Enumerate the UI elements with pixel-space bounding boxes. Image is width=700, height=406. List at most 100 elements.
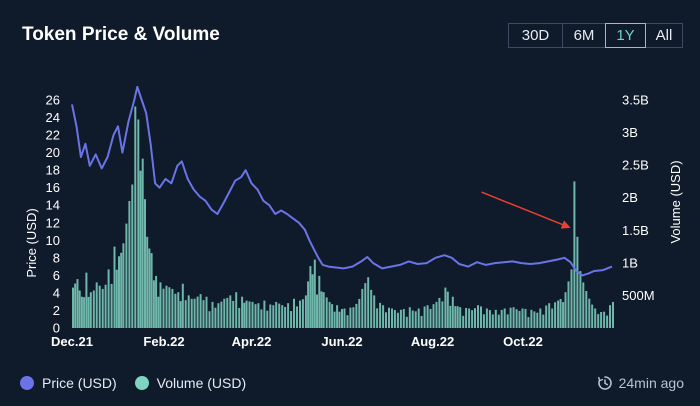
volume-bar [157, 296, 160, 328]
right-tick-label: 1B [622, 255, 638, 270]
volume-bar [266, 310, 269, 328]
volume-bar [444, 287, 447, 328]
last-updated: 24min ago [597, 375, 684, 391]
volume-bar [245, 300, 248, 328]
x-axis-ticks: Dec.21 Feb.22 Apr.22 Jun.22 Aug.22 Oct.22 [51, 334, 543, 349]
volume-bar [87, 296, 90, 328]
volume-bar [591, 304, 594, 328]
volume-bar [141, 158, 144, 328]
volume-bar [290, 311, 293, 328]
left-tick-label: 6 [53, 268, 60, 283]
volume-bar [139, 170, 142, 328]
volume-bar [260, 309, 263, 328]
volume-bar [85, 272, 88, 328]
x-tick-label: Feb.22 [143, 334, 184, 349]
volume-bar [402, 309, 405, 328]
volume-bar [606, 315, 609, 328]
volume-bar [542, 314, 545, 328]
volume-series [72, 106, 614, 328]
right-axis-ticks: 500M 1B 1.5B 2B 2.5B 3B 3.5B [622, 93, 655, 303]
volume-bar [432, 304, 435, 328]
left-tick-label: 24 [46, 110, 60, 125]
volume-bar [358, 298, 361, 328]
volume-bar [214, 307, 217, 328]
volume-bar [573, 181, 576, 328]
volume-bar [278, 303, 281, 328]
volume-bar [322, 292, 325, 328]
volume-bar [414, 311, 417, 328]
volume-bar [318, 275, 321, 328]
volume-bar [468, 308, 471, 328]
volume-bar [503, 308, 506, 328]
volume-bar [98, 285, 101, 328]
volume-bar [588, 298, 591, 328]
volume-bar [567, 281, 570, 328]
volume-bar [134, 106, 137, 328]
volume-bar [275, 301, 278, 328]
legend-dot-volume [134, 376, 149, 390]
volume-bar [521, 308, 524, 328]
volume-bar [562, 302, 565, 328]
volume-bar [144, 199, 146, 328]
volume-bar [388, 307, 390, 328]
volume-bar [83, 297, 86, 328]
volume-bar [612, 301, 614, 328]
left-tick-label: 16 [46, 180, 60, 195]
chart-legend: Price (USD) Volume (USD) [20, 375, 264, 391]
left-tick-label: 2 [53, 303, 60, 318]
volume-bar [110, 283, 113, 328]
legend-label-price: Price (USD) [42, 375, 117, 391]
volume-bar [471, 310, 474, 328]
volume-bar [184, 300, 187, 328]
volume-bar [370, 289, 373, 328]
left-tick-label: 8 [53, 250, 60, 265]
volume-bar [393, 310, 396, 328]
volume-bar [284, 306, 287, 328]
volume-bar [179, 301, 182, 328]
volume-bar [497, 314, 500, 328]
volume-bar [269, 304, 272, 328]
time-range-selector: 30D 6M 1Y All [508, 23, 683, 48]
volume-bar [187, 295, 190, 328]
volume-bar [241, 296, 244, 328]
range-button-all[interactable]: All [645, 23, 683, 48]
volume-bar [480, 306, 482, 328]
volume-bar [446, 291, 449, 328]
x-tick-label: Dec.21 [51, 334, 93, 349]
volume-bar [131, 184, 134, 328]
volume-bar [211, 301, 214, 328]
volume-bar [554, 302, 557, 328]
legend-item-volume[interactable]: Volume (USD) [134, 375, 246, 391]
volume-bar [162, 288, 165, 328]
volume-bar [364, 283, 367, 328]
volume-bar [545, 305, 548, 328]
volume-bar [199, 294, 202, 328]
right-tick-label: 3B [622, 125, 638, 140]
refresh-clock-icon [597, 376, 612, 390]
volume-bar [373, 295, 376, 328]
volume-bar [548, 303, 551, 328]
volume-bar [78, 290, 81, 328]
volume-bar [92, 290, 95, 328]
volume-bar [509, 307, 512, 328]
volume-bar [320, 291, 323, 328]
volume-bar [423, 306, 426, 328]
volume-bar [564, 292, 567, 328]
volume-bar [208, 311, 211, 328]
volume-bar [148, 248, 151, 328]
chart-title: Token Price & Volume [22, 24, 220, 45]
volume-bar [333, 311, 336, 328]
x-tick-label: Oct.22 [503, 334, 543, 349]
volume-bar [579, 271, 582, 328]
volume-bar [168, 287, 171, 328]
left-tick-label: 10 [46, 233, 60, 248]
legend-item-price[interactable]: Price (USD) [20, 375, 117, 391]
volume-bar [533, 311, 536, 328]
volume-bar [307, 281, 310, 328]
volume-bar [287, 303, 290, 328]
volume-bar [494, 309, 497, 328]
range-button-1y[interactable]: 1Y [605, 23, 646, 48]
left-tick-label: 0 [53, 321, 60, 336]
